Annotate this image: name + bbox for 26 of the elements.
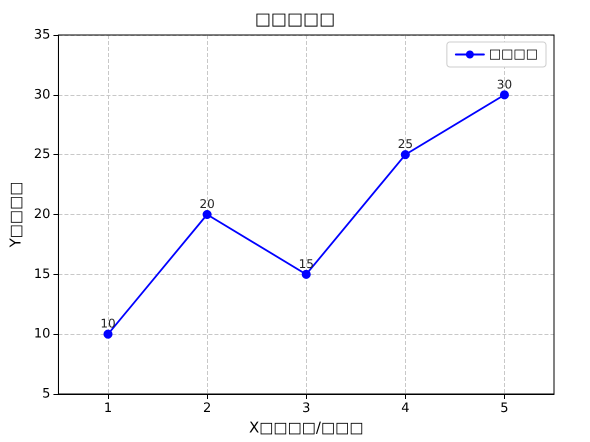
y-tick-label: 30 <box>34 87 50 102</box>
y-tick-label: 20 <box>34 207 50 222</box>
x-tick-label: 4 <box>401 401 410 416</box>
point <box>400 150 410 160</box>
data-label: 25 <box>398 137 413 152</box>
x-tick-label: 5 <box>500 401 509 416</box>
legend-label: □□□□ <box>488 47 538 62</box>
x-tick-label: 1 <box>104 401 112 416</box>
y-tick-label: 35 <box>34 28 50 42</box>
y-tick-label: 5 <box>42 386 50 402</box>
data-label: 10 <box>100 316 116 331</box>
chart-title: □□□□□ <box>254 10 336 30</box>
data-label: 20 <box>199 197 215 211</box>
data-label: 30 <box>496 77 512 92</box>
point <box>302 270 311 279</box>
point <box>500 90 509 100</box>
y-tick-label: 10 <box>34 326 50 342</box>
x-axis-title: X□□□□/□□□ <box>248 418 364 436</box>
data-label: 15 <box>298 256 314 271</box>
point <box>202 210 212 219</box>
y-tick-label: 15 <box>34 266 50 282</box>
point <box>104 330 112 339</box>
x-tick-label: 3 <box>302 401 310 416</box>
y-axis-title: Y□□□□ <box>6 182 24 248</box>
x-tick-label: 2 <box>202 401 212 416</box>
y-tick-label: 25 <box>34 147 50 162</box>
